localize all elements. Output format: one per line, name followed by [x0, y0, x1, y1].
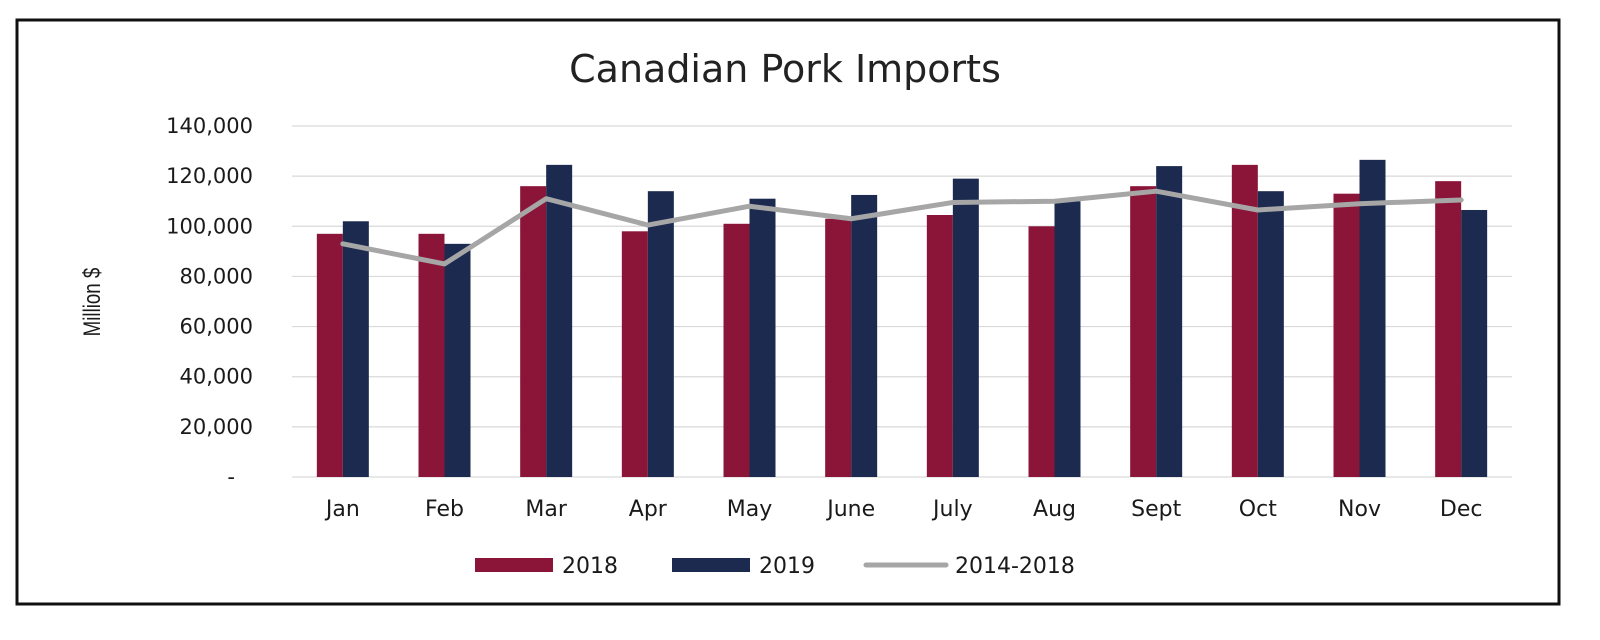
- bar-2018-may: [723, 223, 750, 477]
- x-tick-label: Apr: [629, 497, 668, 522]
- x-tick-label: Dec: [1440, 497, 1483, 522]
- bar-2018-mar: [520, 186, 547, 477]
- bar-2018-jan: [316, 233, 343, 477]
- bar-2019-feb: [444, 243, 471, 477]
- bar-2019-aug: [1054, 201, 1081, 477]
- bar-2019-apr: [647, 191, 674, 477]
- bar-2019-oct: [1257, 191, 1284, 477]
- y-axis-ticks: - 20,000 40,000 60,000 80,000 100,000 120,000 1…: [166, 114, 253, 489]
- bar-2018-apr: [621, 231, 648, 477]
- x-tick-label: Oct: [1239, 497, 1277, 522]
- legend: 2018 2019 2014-2018: [475, 554, 1075, 579]
- y-axis-label: Million $: [79, 268, 106, 337]
- legend-swatch-2018: [475, 558, 553, 572]
- bar-2019-june: [851, 194, 878, 478]
- legend-swatch-2019: [672, 558, 750, 572]
- bar-2018-dec: [1435, 181, 1462, 477]
- bar-2018-feb: [418, 233, 445, 477]
- x-tick-label: July: [931, 497, 973, 522]
- x-axis-ticks: Jan Feb Mar Apr May June July Aug Sept Oct Nov Dec: [324, 497, 1483, 522]
- bar-2018-aug: [1028, 226, 1055, 477]
- x-tick-label: Mar: [525, 497, 567, 522]
- x-tick-label: May: [727, 497, 772, 522]
- x-tick-label: Aug: [1033, 497, 1076, 522]
- bar-2018-nov: [1333, 193, 1360, 477]
- chart-title: Canadian Pork Imports: [569, 47, 1001, 91]
- legend-label: 2019: [759, 554, 815, 579]
- y-tick-label: -: [227, 465, 235, 489]
- y-tick-label: 80,000: [180, 264, 253, 288]
- gridlines: [292, 125, 1512, 478]
- bar-2019-nov: [1359, 159, 1386, 477]
- x-tick-label: June: [825, 497, 875, 522]
- bar-2019-jan: [342, 221, 369, 477]
- y-tick-label: 120,000: [166, 164, 253, 188]
- bar-2018-oct: [1231, 164, 1258, 477]
- x-tick-label: Sept: [1131, 497, 1181, 522]
- bar-2018-july: [926, 215, 953, 477]
- average-line: [340, 188, 1464, 267]
- series-line-2014-2018: [340, 188, 1464, 267]
- bar-2019-july: [952, 178, 979, 477]
- legend-label: 2018: [562, 554, 618, 579]
- y-tick-label: 40,000: [180, 365, 253, 389]
- bar-2018-sept: [1130, 186, 1157, 477]
- x-tick-label: Feb: [425, 497, 464, 522]
- y-tick-label: 60,000: [180, 315, 253, 339]
- bar-2019-may: [749, 198, 776, 477]
- legend-label: 2014-2018: [955, 554, 1075, 579]
- x-tick-label: Jan: [324, 497, 360, 522]
- chart-frame: [15, 18, 1561, 606]
- x-tick-label: Nov: [1338, 497, 1381, 522]
- bar-2019-sept: [1156, 166, 1183, 477]
- y-tick-label: 20,000: [180, 415, 253, 439]
- bars: [316, 159, 1488, 478]
- bar-2019-dec: [1461, 209, 1488, 477]
- y-tick-label: 140,000: [166, 114, 253, 138]
- y-tick-label: 100,000: [166, 214, 253, 238]
- bar-2019-mar: [546, 164, 573, 477]
- bar-2018-june: [825, 218, 852, 477]
